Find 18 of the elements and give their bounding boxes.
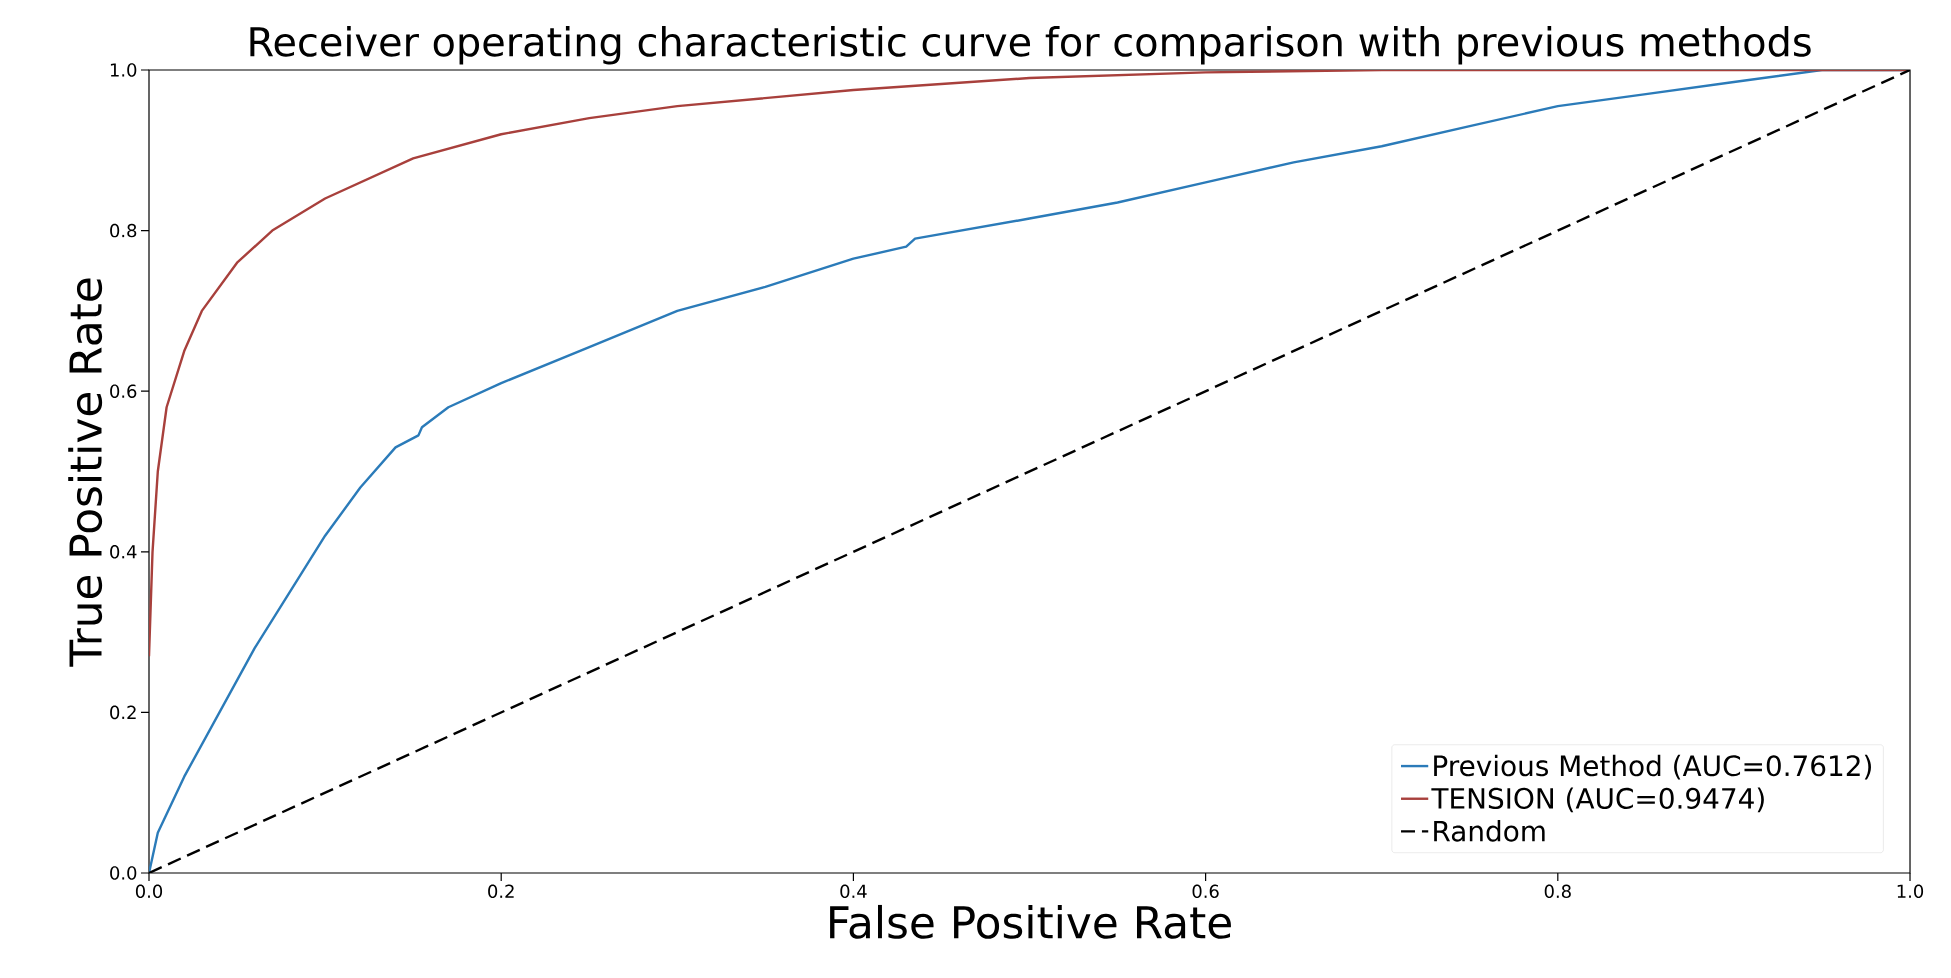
legend-label: Random [1434, 820, 1545, 842]
x-tick-label: 0.4 [840, 884, 867, 899]
y-tick-label: 0.6 [110, 384, 137, 398]
chart-title: Receiver operating characteristic curve for comparison with previous methods [250, 25, 1811, 65]
y-tick-label: 1.0 [110, 63, 137, 77]
legend-label: Previous Method (AUC=0.7612) [1434, 754, 1871, 780]
x-tick-label: 1.0 [1897, 884, 1924, 899]
y-tick-label: 0.2 [110, 705, 136, 720]
y-axis-title: True Positive Rate [68, 278, 103, 667]
x-tick-label: 0.0 [135, 884, 163, 899]
x-tick-label: 0.2 [488, 884, 514, 899]
x-axis-title: False Positive Rate [830, 904, 1231, 939]
y-tick-label: 0.4 [110, 545, 137, 559]
y-tick-label: 0.8 [110, 223, 137, 238]
x-tick-label: 0.8 [1544, 884, 1571, 899]
x-tick-label: 0.6 [1192, 884, 1219, 899]
y-tick-label: 0.0 [110, 866, 137, 880]
legend-label: TENSION (AUC=0.9474) [1431, 787, 1764, 813]
